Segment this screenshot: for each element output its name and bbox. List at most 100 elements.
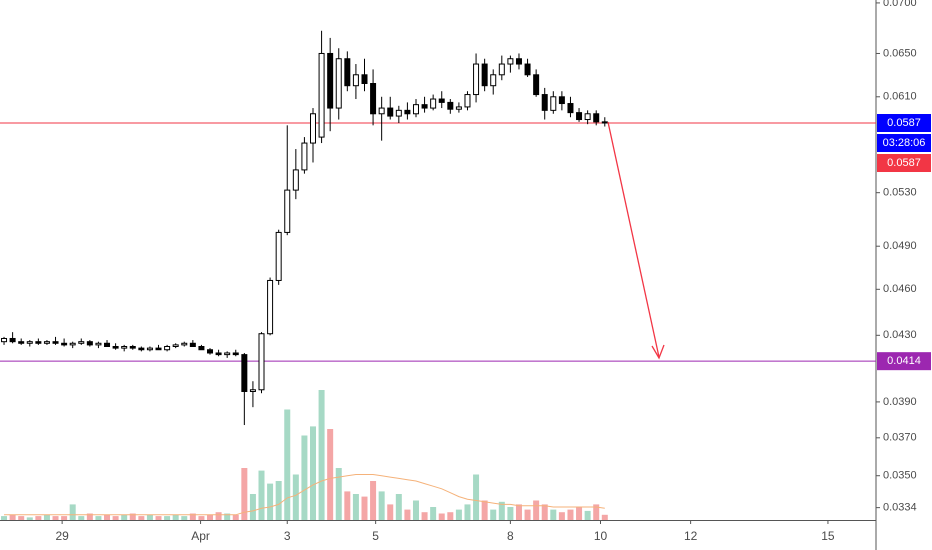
candle-body [232,352,239,356]
x-tick-label: 8 [507,529,514,543]
volume-bar [52,516,59,520]
volume-bar [18,516,25,520]
price-tag: 0.0587 [887,157,921,169]
candle-body [9,337,16,343]
candle-body [430,98,437,109]
y-tick-label: 0.0700 [883,0,917,9]
volume-bar [249,494,256,520]
volume-bar [335,468,342,520]
candle-body [129,346,136,349]
volume-bar [576,507,583,520]
volume-bar [1,516,8,520]
candle-body [69,342,76,346]
price-tag-box [877,352,931,371]
volume-bar [9,514,16,520]
candle-body [533,74,540,96]
candle-body [26,341,33,344]
candle-body [301,142,308,171]
volume-bar [361,496,368,520]
candle-body [198,346,205,351]
y-tick-label: 0.0460 [883,283,917,295]
x-tick-label: 3 [284,529,291,543]
candle-body [473,63,480,96]
y-tick-label: 0.0370 [883,432,917,444]
candles [1,30,608,426]
candle-body [146,347,153,351]
y-tick-label: 0.0650 [883,47,917,59]
candle-body [35,341,42,344]
volume-bar [352,494,359,520]
candle-body [138,347,145,351]
volume-bar [78,516,85,520]
candle-body [112,346,119,349]
candle-body [215,352,222,356]
candle-body [275,231,282,281]
volume-bar [275,481,282,520]
x-tick-label: 10 [594,529,608,543]
volume-bar [232,514,239,520]
candle-body [498,63,505,76]
y-tick-label: 0.0530 [883,187,917,199]
candle-body [507,58,514,65]
volume-bar [464,504,471,520]
countdown-box [877,134,931,153]
candle-body [172,344,179,348]
volume-bar [344,491,351,520]
x-tick-label: 15 [821,529,835,543]
volume-bar [43,514,50,520]
volume-bar [395,494,402,520]
candle-body [52,341,59,344]
last-price-box [877,114,931,133]
candle-body [515,58,522,65]
candle-body [309,113,316,144]
volume-bar [189,513,196,520]
candle-body [490,74,497,87]
candle-body [567,103,574,114]
volume-bar [490,509,497,520]
y-tick-label: 0.0350 [883,470,917,482]
volume-bar [207,514,214,520]
price-tag: 0.0414 [887,355,921,367]
volume-bar [181,516,188,520]
candle-body [86,341,93,346]
y-tick-label: 0.0390 [883,396,917,408]
volume-bar [524,509,531,520]
candle-body [318,52,325,138]
volume-bar [378,491,385,520]
y-tick-label: 0.0490 [883,240,917,252]
volume-bar [164,516,171,520]
candle-body [541,94,548,111]
price-tag-box [877,154,931,173]
arrow-annotation [607,121,665,360]
volume-bar [455,509,462,520]
x-tick-label: Apr [191,529,210,543]
candle-body [121,346,128,349]
volume-bar [567,509,574,520]
volume-bar [95,516,102,520]
arrow-shaft [607,121,660,358]
candle-body [395,109,402,117]
candle-body [387,107,394,117]
candle-body [224,352,231,356]
volume-bar [593,504,600,520]
volume-bar [558,512,565,520]
volume-bar [146,514,153,520]
candle-body [421,104,428,109]
volume-bar [241,468,248,520]
candle-body [327,52,334,109]
volume-bar [35,516,42,520]
candle-body [464,94,471,108]
volume-bar [507,507,514,520]
volume-pane [1,390,608,520]
candle-body [155,347,162,351]
candle-body [207,349,214,354]
candle-body [189,342,196,348]
volume-bar [318,390,325,520]
candle-body [481,63,488,87]
volume-bar [404,509,411,520]
y-tick-label: 0.0334 [883,502,917,514]
volume-bar [550,509,557,520]
volume-bar [198,516,205,520]
volume-bar [481,500,488,520]
candle-body [249,389,256,392]
